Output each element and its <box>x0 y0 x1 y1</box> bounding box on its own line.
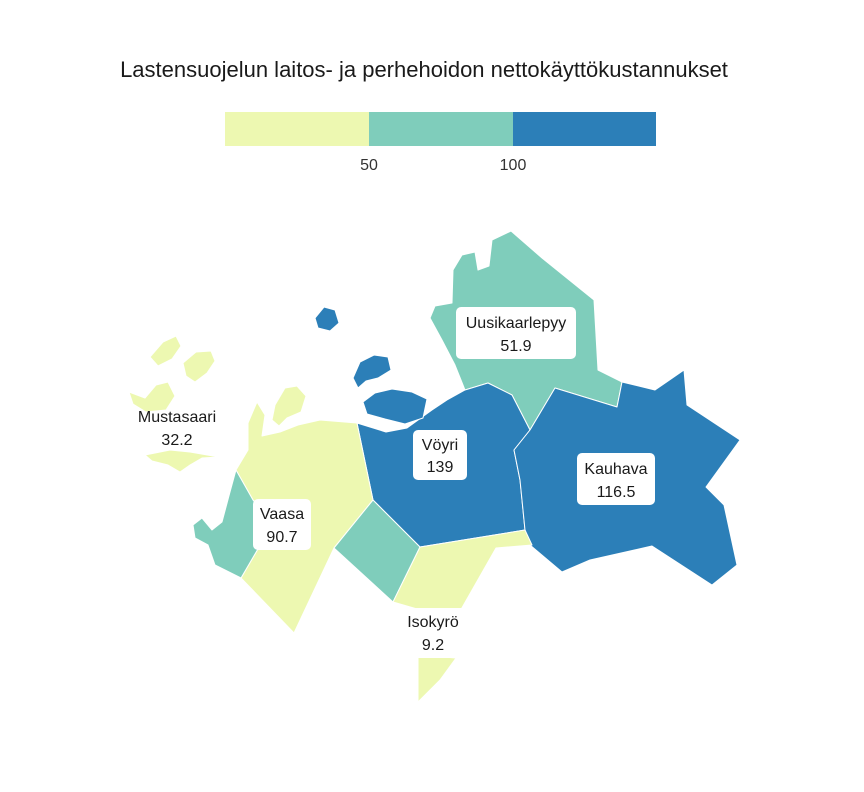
legend-tick-100: 100 <box>500 157 527 174</box>
legend-tick-50: 50 <box>360 157 378 174</box>
label-box-vaasa <box>253 499 311 550</box>
label-name-voyri: Vöyri <box>422 437 458 454</box>
legend: 50 100 <box>225 112 656 174</box>
label-box-voyri <box>413 430 467 480</box>
label-value-mustasaari: 32.2 <box>161 432 192 449</box>
region-mustasaari-island-5 <box>271 385 307 427</box>
label-box-isokyro <box>398 608 468 658</box>
legend-swatch-high <box>513 112 656 146</box>
label-name-vaasa: Vaasa <box>260 506 304 523</box>
legend-swatch-mid <box>369 112 513 146</box>
label-box-kauhava <box>577 453 655 505</box>
region-isokyro-south <box>417 654 457 703</box>
label-name-uusikaarlepyy: Uusikaarlepyy <box>466 315 566 332</box>
region-mustasaari-island-2 <box>182 350 216 383</box>
region-mustasaari-island-4 <box>144 449 220 473</box>
label-value-isokyro: 9.2 <box>422 637 444 654</box>
legend-swatch-low <box>225 112 369 146</box>
label-value-uusikaarlepyy: 51.9 <box>500 338 531 355</box>
label-name-kauhava: Kauhava <box>584 461 647 478</box>
region-isokyro[interactable] <box>392 529 533 621</box>
label-name-mustasaari: Mustasaari <box>138 409 216 426</box>
label-value-kauhava: 116.5 <box>597 484 636 501</box>
region-voyri-island-2 <box>352 354 392 389</box>
label-name-isokyro: Isokyrö <box>407 614 459 631</box>
map-labels: Uusikaarlepyy 51.9 Mustasaari 32.2 Vöyri… <box>138 307 655 658</box>
region-mustasaari-island-3 <box>128 381 176 413</box>
region-voyri-island-3 <box>314 306 340 332</box>
label-value-voyri: 139 <box>427 459 454 476</box>
label-value-vaasa: 90.7 <box>266 529 297 546</box>
region-mustasaari-island-1 <box>149 335 182 367</box>
label-box-uusikaarlepyy <box>456 307 576 359</box>
map-title: Lastensuojelun laitos- ja perhehoidon ne… <box>120 57 728 82</box>
region-voyri-island-1 <box>362 388 428 425</box>
